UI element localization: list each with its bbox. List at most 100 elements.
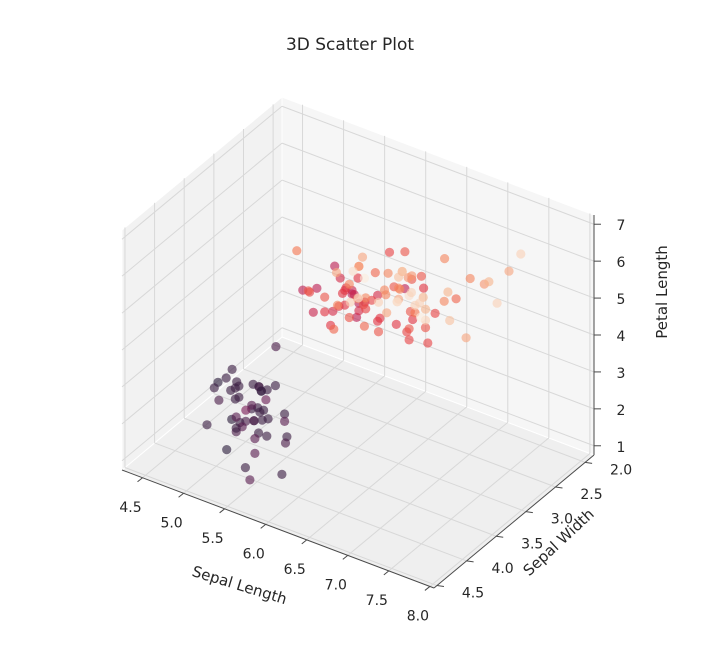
x-tick-label: 6.5 xyxy=(284,562,306,578)
tick-labels: 4.5 5.0 5.5 6.0 6.5 7.0 7.5 8.0 2.0 2.5 3.0 3.5 4.0 4… xyxy=(119,218,632,624)
data-point xyxy=(404,324,414,334)
z-tick-label: 2 xyxy=(617,403,626,419)
y-tick-label: 4.5 xyxy=(462,586,484,602)
data-point xyxy=(241,405,251,415)
data-point xyxy=(406,287,416,298)
data-point xyxy=(373,297,384,307)
data-point xyxy=(353,273,363,283)
data-point xyxy=(231,412,241,422)
x-tick-mark xyxy=(137,477,143,483)
x-tick-mark xyxy=(342,555,349,560)
data-point xyxy=(320,292,330,302)
data-point xyxy=(439,296,449,306)
data-point xyxy=(256,386,266,396)
data-point xyxy=(430,308,440,318)
x-gridline-floor xyxy=(142,344,303,479)
data-point xyxy=(416,271,426,281)
data-point xyxy=(361,304,371,314)
x-tick-mark xyxy=(260,523,266,529)
y-axis-line xyxy=(433,454,595,589)
data-point xyxy=(516,249,526,259)
data-point xyxy=(255,407,265,417)
x-axis-label: Sepal Length xyxy=(190,562,289,608)
data-point xyxy=(403,273,413,283)
chart-title: 3D Scatter Plot xyxy=(286,35,414,55)
y-tick-mark xyxy=(466,560,474,563)
y-tick-label: 4.0 xyxy=(491,561,513,577)
x-tick-label: 4.5 xyxy=(119,500,141,516)
data-point xyxy=(231,423,241,433)
z-gridline-left xyxy=(121,142,283,277)
x-tick-label: 8.0 xyxy=(407,608,429,624)
x-axis-line xyxy=(121,469,435,589)
y-gridline-floor xyxy=(184,417,497,537)
data-point xyxy=(504,266,514,276)
data-point xyxy=(443,287,453,297)
data-point xyxy=(262,431,272,441)
data-point xyxy=(248,379,258,389)
data-point xyxy=(344,312,354,323)
x-gridline-floor xyxy=(388,437,550,572)
data-point xyxy=(329,324,339,334)
x-tick-mark xyxy=(424,586,431,591)
data-point xyxy=(465,273,475,284)
data-point xyxy=(391,319,401,329)
data-point xyxy=(250,448,260,458)
z-gridline-left xyxy=(121,290,283,425)
data-point xyxy=(370,268,380,278)
data-point xyxy=(209,383,219,393)
data-point xyxy=(359,273,369,283)
data-point xyxy=(423,338,433,348)
data-point xyxy=(271,342,281,352)
z-gridline-left xyxy=(121,216,283,351)
data-point xyxy=(379,285,390,295)
z-tick-label: 3 xyxy=(617,366,626,382)
x-tick-label: 5.5 xyxy=(201,531,223,547)
x-tick-label: 7.0 xyxy=(325,577,347,593)
data-point xyxy=(375,313,385,323)
x-gridline-floor xyxy=(306,406,468,541)
data-point xyxy=(382,308,392,318)
data-point xyxy=(361,293,371,303)
data-point xyxy=(308,307,318,317)
z-tick-label: 5 xyxy=(617,292,626,308)
data-point xyxy=(440,254,450,264)
data-point xyxy=(303,286,313,296)
data-point xyxy=(240,463,250,473)
x-gridline-floor xyxy=(183,359,344,494)
data-point xyxy=(344,279,354,289)
z-tick-label: 6 xyxy=(617,255,626,271)
data-point xyxy=(394,272,404,282)
data-point xyxy=(292,246,302,256)
data-point xyxy=(280,438,291,448)
data-point xyxy=(394,283,404,293)
z-gridline-left xyxy=(121,327,283,462)
z-gridline-back xyxy=(281,179,595,299)
x-tick-mark xyxy=(383,570,390,576)
y-tick-mark xyxy=(436,585,445,588)
z-gridline-back xyxy=(281,327,595,447)
z-gridline-back xyxy=(281,142,595,262)
data-point xyxy=(359,321,369,331)
x-gridline-floor xyxy=(429,453,591,587)
x-gridline-floor xyxy=(347,422,509,556)
data-point xyxy=(484,277,494,287)
x-gridline-floor xyxy=(224,375,385,510)
z-gridline-back xyxy=(281,216,595,336)
data-point xyxy=(415,312,426,322)
z-axis-label: Petal Length xyxy=(653,245,671,339)
y-tick-label: 3.0 xyxy=(551,512,573,528)
data-point xyxy=(320,307,330,317)
data-point xyxy=(400,247,410,257)
data-point xyxy=(420,304,431,314)
x-tick-label: 5.0 xyxy=(160,515,182,531)
y-gridline-floor xyxy=(154,442,467,562)
data-point xyxy=(492,298,502,308)
data-point xyxy=(249,416,259,426)
data-point xyxy=(419,283,429,293)
y-tick-mark xyxy=(496,535,504,538)
data-points xyxy=(202,246,526,485)
y-gridline-floor xyxy=(243,368,556,488)
y-tick-label: 2.0 xyxy=(610,462,632,478)
